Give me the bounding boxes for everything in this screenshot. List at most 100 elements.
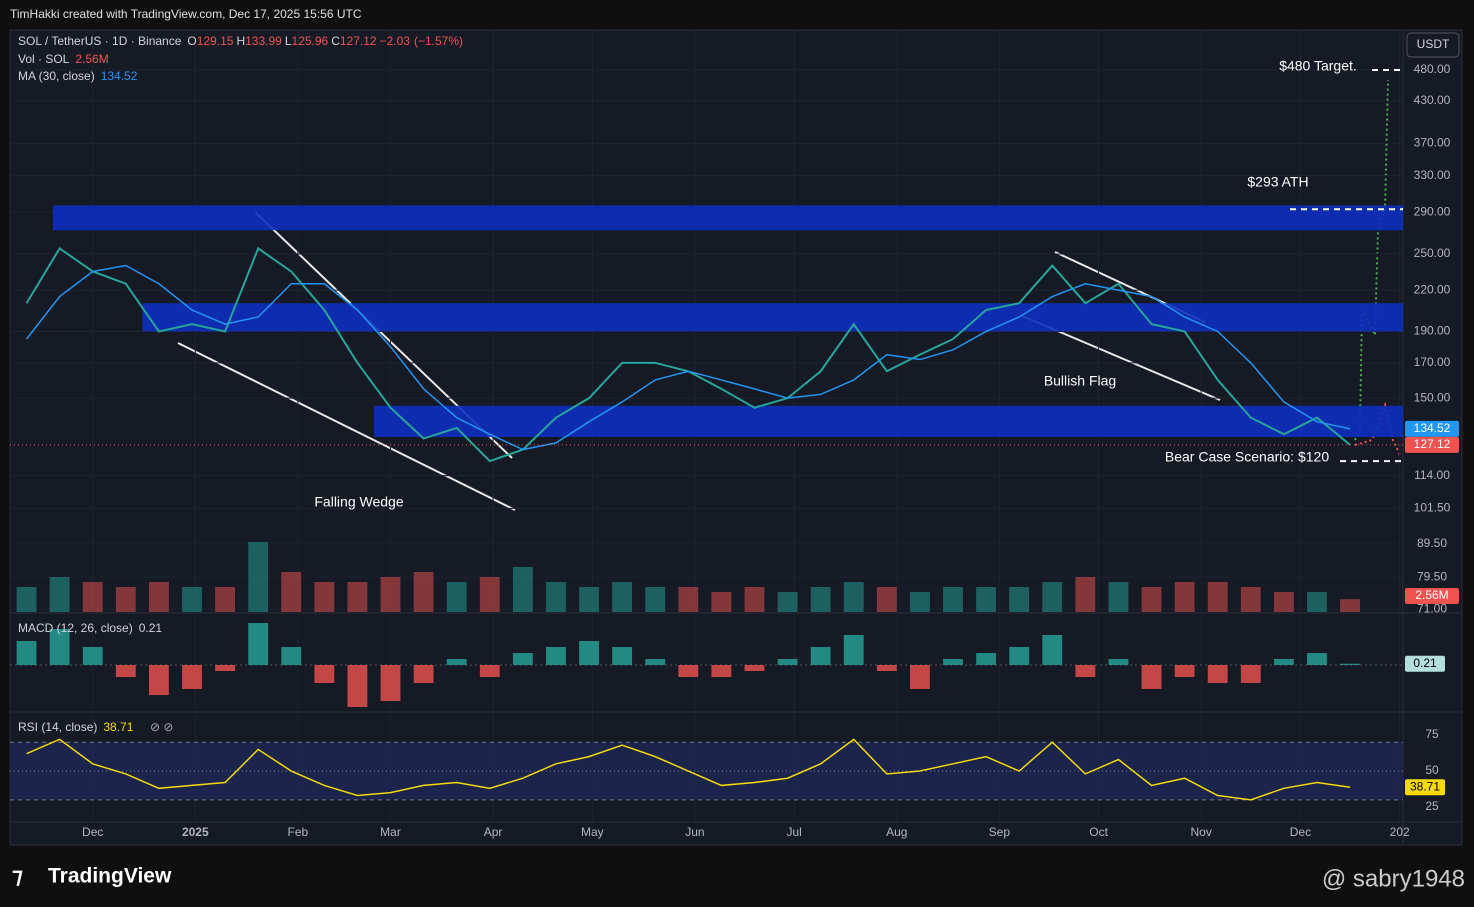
rsi-tick-label: 50 (1425, 763, 1439, 777)
y-tick-label: 89.50 (1417, 536, 1447, 550)
rsi-tick-label: 75 (1425, 727, 1439, 741)
volume-bar (1207, 582, 1228, 612)
volume-bar (380, 577, 401, 612)
legend-text: 127.12 (340, 34, 377, 48)
currency-button[interactable] (1406, 32, 1460, 58)
legend-text: L (285, 34, 292, 48)
y-tick-label: 190.00 (1414, 324, 1451, 338)
price-value-box (1405, 436, 1459, 453)
macd-bar (16, 641, 37, 665)
volume-bar (678, 587, 699, 612)
macd-bar (546, 647, 566, 665)
macd-bar (1340, 663, 1360, 665)
ma-line (25, 264, 1351, 451)
y-tick-label: 480.00 (1414, 62, 1451, 76)
macd-bar (1009, 647, 1030, 665)
volume-bar (1273, 592, 1294, 612)
rsi-line (26, 738, 1351, 801)
volume-bar (1042, 582, 1063, 612)
volume-bar (115, 587, 136, 612)
y-tick-label: 150.00 (1414, 390, 1451, 404)
volume-bar (1108, 582, 1129, 612)
volume-bar (976, 587, 997, 612)
annotation: Bullish Flag (1044, 373, 1116, 389)
macd-bar (182, 665, 202, 689)
volume-bar (843, 582, 864, 612)
annotation: Falling Wedge (314, 494, 403, 510)
currency-button-label[interactable]: USDT (1417, 37, 1450, 51)
x-tick-label: Feb (288, 825, 309, 839)
support-zone (373, 405, 1403, 438)
macd-bar (1141, 665, 1162, 689)
volume-bar (711, 592, 732, 612)
volume-value-label: 2.56M (1415, 588, 1448, 602)
volume-bar (248, 542, 269, 612)
x-tick-label: Jun (685, 825, 704, 839)
y-tick-label: 250.00 (1414, 246, 1451, 260)
volume-bar (1075, 577, 1096, 612)
macd-bar (1307, 653, 1327, 665)
y-tick-label: 170.00 (1414, 355, 1451, 369)
macd-bar (281, 647, 302, 665)
volume-bar (314, 582, 335, 612)
macd-bar (645, 659, 666, 665)
macd-bar (347, 665, 368, 707)
macd-bar (115, 665, 136, 677)
macd-bar (413, 665, 434, 683)
macd-bar (876, 665, 897, 671)
ma-value-box (1405, 420, 1459, 437)
volume-bar (546, 582, 566, 612)
volume-bar (1307, 592, 1327, 612)
macd-bar (612, 647, 633, 665)
macd-bar (1075, 665, 1096, 677)
header: TimHakki created with TradingView.com, D… (10, 7, 362, 21)
volume-bar (1009, 587, 1030, 612)
volume-bar (446, 582, 467, 612)
volume-bar (777, 592, 798, 612)
x-tick-label: Apr (484, 825, 503, 839)
legend-text: H (236, 34, 245, 48)
legend-text: (−1.57%) (414, 34, 463, 48)
macd-bar (810, 647, 831, 665)
volume-bar (645, 587, 666, 612)
legend-text: O (187, 34, 196, 48)
macd-bar (943, 659, 963, 665)
volume-bar (744, 587, 765, 612)
y-tick-label: 430.00 (1414, 93, 1451, 107)
volume-bar (810, 587, 831, 612)
volume-bar (182, 587, 202, 612)
macd-legend-value: 0.21 (139, 621, 163, 635)
macd-bar (678, 665, 699, 677)
volume-bar (49, 577, 70, 612)
y-tick-label: 114.00 (1414, 468, 1450, 482)
legend-text: MA (30, close) (18, 69, 95, 83)
macd-bar (1207, 665, 1228, 683)
x-tick-label: 2025 (182, 825, 209, 839)
volume-bar (1340, 599, 1360, 612)
annotation: Bear Case Scenario: $120 (1165, 449, 1329, 465)
legend-value: 134.52 (101, 69, 138, 83)
macd-bar (1042, 635, 1063, 665)
legend-text: C (331, 34, 340, 48)
macd-bar (314, 665, 335, 683)
macd-bar (843, 635, 864, 665)
macd-bar (777, 659, 798, 665)
rsi-value-box (1405, 779, 1445, 796)
macd-value-box (1405, 655, 1445, 672)
annotation: $480 Target. (1279, 58, 1357, 74)
rsi-legend-value: 38.71 (103, 720, 133, 734)
y-tick-label: 290.00 (1414, 204, 1451, 218)
macd-bar (215, 665, 235, 671)
volume-bar (347, 582, 368, 612)
legend-text: 129.15 (197, 34, 234, 48)
macd-bar (1273, 659, 1294, 665)
rsi-tick-label: 25 (1425, 799, 1439, 813)
macd-bar (82, 647, 103, 665)
macd-bar (49, 629, 70, 665)
y-tick-label: 330.00 (1414, 168, 1451, 182)
macd-bar (744, 665, 765, 671)
volume-bar (82, 582, 103, 612)
volume-bar (1174, 582, 1195, 612)
legend-text: −2.03 (380, 34, 411, 48)
